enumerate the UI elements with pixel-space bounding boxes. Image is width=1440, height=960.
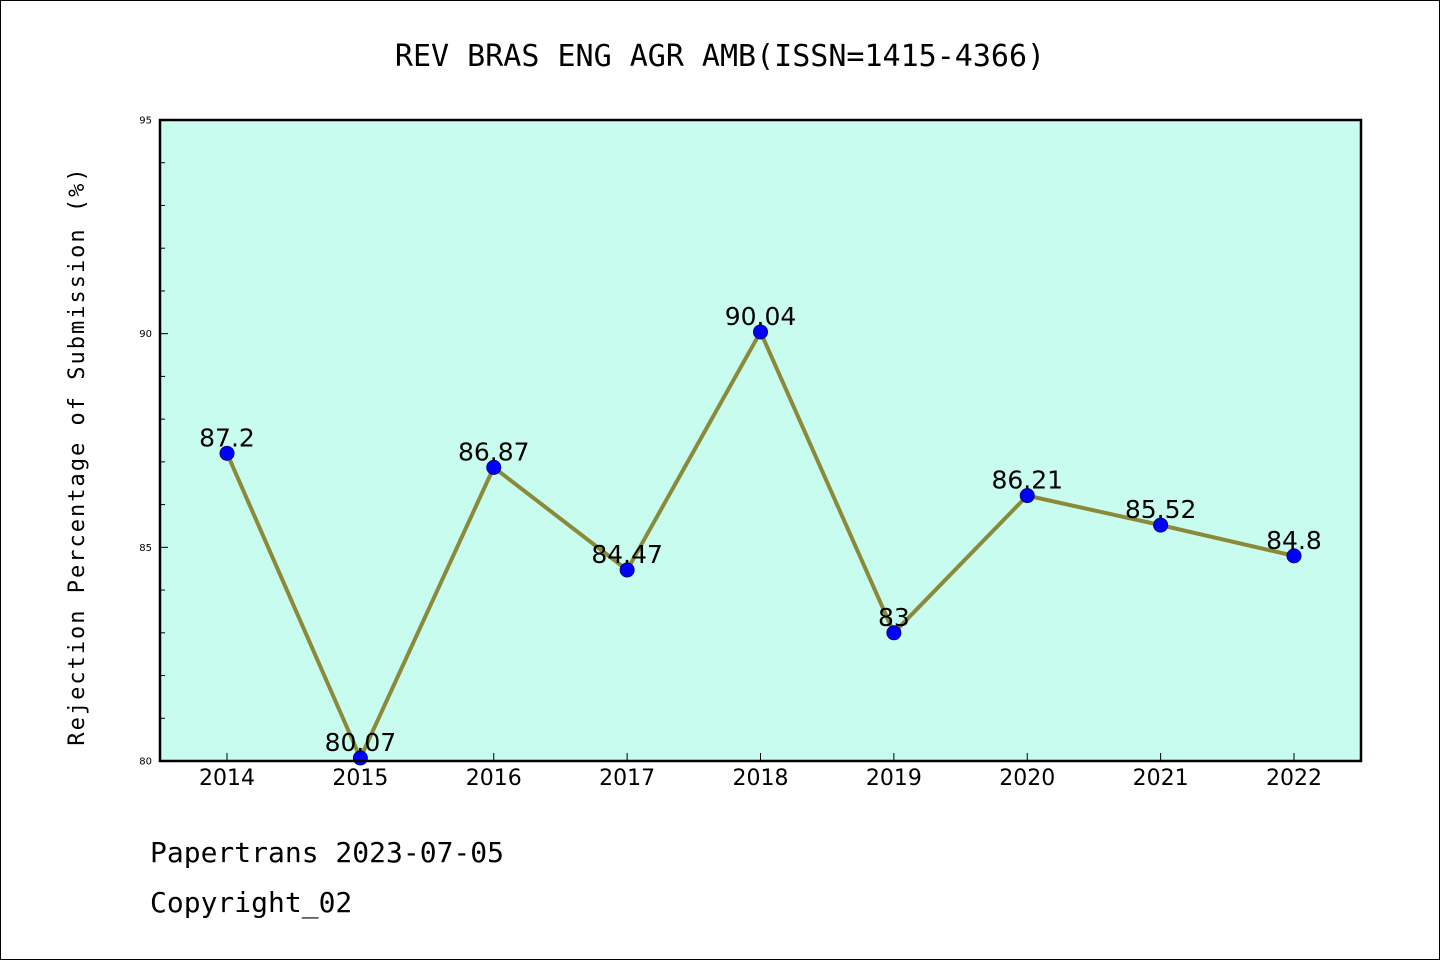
x-tick-label: 2017 (599, 766, 655, 791)
data-point (1019, 488, 1035, 504)
x-tick-label: 2014 (199, 766, 255, 791)
x-tick-label: 2022 (1266, 766, 1322, 791)
y-axis-label: Rejection Percentage of Submission (%) (65, 166, 90, 745)
x-tick-label: 2019 (866, 766, 922, 791)
data-point (486, 459, 502, 475)
chart-title: REV BRAS ENG AGR AMB(ISSN=1415-4366) (395, 39, 1045, 74)
plot-border (158, 118, 1363, 763)
footer-copyright: Copyright_02 (150, 886, 353, 919)
data-label: 90.04 (725, 302, 797, 331)
x-tick-label: 2018 (733, 766, 789, 791)
y-tick-label: 85 (139, 543, 152, 554)
data-point (219, 445, 235, 461)
data-label: 83 (878, 603, 910, 632)
data-label: 86.21 (991, 466, 1063, 495)
x-tick-label: 2020 (999, 766, 1055, 791)
data-points (219, 324, 1302, 766)
data-label: 84.8 (1266, 526, 1322, 555)
data-label: 80.07 (325, 728, 397, 757)
x-axis: 2014 2015 2016 2017 2018 2019 2020 2021 2022 (199, 753, 1322, 791)
y-tick-label: 90 (139, 329, 152, 340)
footer-source: Papertrans 2023-07-05 (150, 836, 505, 869)
data-label: 87.2 (199, 423, 255, 452)
y-tick-label: 80 (139, 757, 152, 768)
y-tick-label: 95 (139, 116, 152, 127)
data-label: 86.87 (458, 437, 530, 466)
data-point (886, 625, 902, 641)
data-point (1153, 517, 1169, 533)
data-point (1286, 548, 1302, 564)
x-tick-label: 2021 (1133, 766, 1189, 791)
data-labels: 87.2 80.07 86.87 84.47 90.04 83 86.21 85.52 84.8 (199, 302, 1322, 757)
plot-area (160, 120, 1361, 761)
data-label: 85.52 (1125, 495, 1197, 524)
data-point (753, 324, 768, 340)
x-tick-label: 2015 (332, 766, 388, 791)
data-point (619, 562, 635, 578)
data-label: 84.47 (591, 540, 663, 569)
x-tick-label: 2016 (466, 766, 522, 791)
